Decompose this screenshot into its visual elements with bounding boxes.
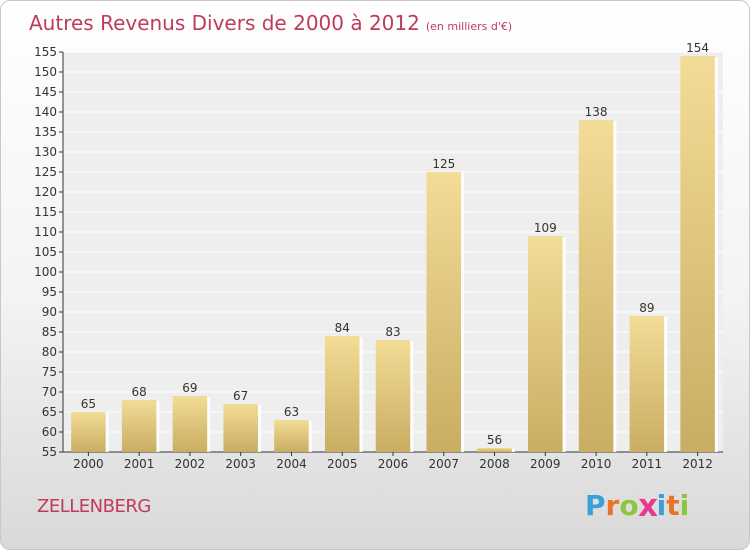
commune-name: ZELLENBERG bbox=[37, 496, 151, 517]
bar bbox=[528, 236, 563, 452]
y-tick-label: 95 bbox=[42, 285, 57, 299]
x-tick-label: 2000 bbox=[73, 457, 104, 471]
x-tick-label: 2012 bbox=[682, 457, 713, 471]
x-tick-label: 2011 bbox=[632, 457, 663, 471]
logo-letter: r bbox=[605, 489, 620, 522]
x-tick-label: 2001 bbox=[124, 457, 155, 471]
logo-letter: i bbox=[679, 489, 690, 522]
y-tick-label: 135 bbox=[34, 125, 57, 139]
bar bbox=[274, 420, 309, 452]
x-tick-label: 2002 bbox=[175, 457, 206, 471]
y-tick-label: 120 bbox=[34, 185, 57, 199]
y-tick-label: 60 bbox=[42, 425, 57, 439]
bar-value-label: 83 bbox=[385, 325, 400, 339]
y-tick-label: 110 bbox=[34, 225, 57, 239]
bar bbox=[172, 396, 208, 452]
bar-value-label: 138 bbox=[585, 105, 608, 119]
logo-letter: x bbox=[637, 487, 658, 524]
y-tick-label: 130 bbox=[34, 145, 57, 159]
bar-value-label: 56 bbox=[487, 433, 502, 447]
bar-value-label: 89 bbox=[639, 301, 654, 315]
bar bbox=[578, 120, 614, 452]
logo-letter: P bbox=[585, 489, 606, 522]
chart-title: Autres Revenus Divers de 2000 à 2012 (en … bbox=[29, 11, 512, 35]
logo-letter: o bbox=[619, 489, 639, 522]
y-tick-label: 155 bbox=[34, 45, 57, 59]
bar bbox=[121, 400, 157, 452]
y-tick-label: 90 bbox=[42, 305, 57, 319]
logo-letter: i bbox=[656, 489, 667, 522]
logo-letter: t bbox=[666, 489, 680, 522]
bar bbox=[324, 336, 360, 452]
y-tick-label: 80 bbox=[42, 345, 57, 359]
bar-value-label: 68 bbox=[132, 385, 147, 399]
bar-value-label: 67 bbox=[233, 389, 248, 403]
bar-value-label: 63 bbox=[284, 405, 299, 419]
y-tick-label: 70 bbox=[42, 385, 57, 399]
x-tick-label: 2006 bbox=[378, 457, 409, 471]
bar bbox=[680, 56, 715, 452]
bar-value-label: 125 bbox=[432, 157, 455, 171]
chart-title-text: Autres Revenus Divers de 2000 à 2012 bbox=[29, 11, 420, 35]
x-tick-label: 2008 bbox=[479, 457, 510, 471]
y-tick-label: 55 bbox=[42, 445, 57, 459]
y-tick-label: 65 bbox=[42, 405, 57, 419]
y-tick-label: 100 bbox=[34, 265, 57, 279]
y-tick-label: 150 bbox=[34, 65, 57, 79]
bar-value-label: 65 bbox=[81, 397, 96, 411]
x-tick-label: 2009 bbox=[530, 457, 561, 471]
chart-unit: (en milliers d'€) bbox=[425, 20, 513, 33]
y-tick-label: 105 bbox=[34, 245, 57, 259]
bar-value-label: 109 bbox=[534, 221, 557, 235]
x-tick-label: 2005 bbox=[327, 457, 358, 471]
x-tick-label: 2007 bbox=[428, 457, 459, 471]
y-tick-label: 140 bbox=[34, 105, 57, 119]
y-tick-label: 145 bbox=[34, 85, 57, 99]
bar bbox=[477, 448, 512, 452]
y-tick-label: 125 bbox=[34, 165, 57, 179]
bar bbox=[375, 340, 411, 452]
bar-value-label: 69 bbox=[182, 381, 197, 395]
x-tick-label: 2010 bbox=[581, 457, 612, 471]
bar bbox=[71, 412, 106, 452]
bar-value-label: 84 bbox=[335, 321, 350, 335]
bar bbox=[223, 404, 258, 452]
bar-value-label: 154 bbox=[686, 41, 709, 55]
x-tick-label: 2003 bbox=[225, 457, 256, 471]
bar bbox=[629, 316, 665, 452]
x-tick-label: 2004 bbox=[276, 457, 307, 471]
y-tick-label: 75 bbox=[42, 365, 57, 379]
y-tick-label: 115 bbox=[34, 205, 57, 219]
proxiti-logo: Proxiti bbox=[585, 487, 690, 524]
bar bbox=[426, 172, 462, 452]
y-tick-label: 85 bbox=[42, 325, 57, 339]
